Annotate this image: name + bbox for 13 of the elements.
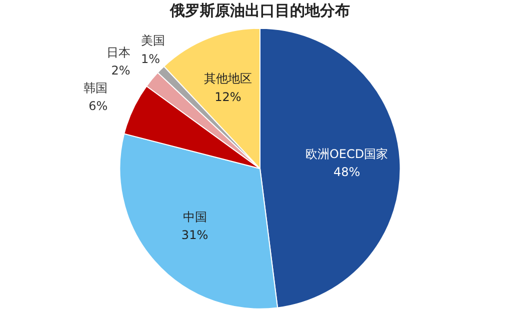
- slice-label: 韩国: [84, 80, 108, 95]
- slice-label: 中国: [182, 210, 207, 224]
- slice-label: 欧洲OECD国家: [305, 147, 388, 162]
- data-label: 48%: [333, 165, 360, 180]
- data-label: 6%: [88, 99, 108, 114]
- chart-title: 俄罗斯原油出口目的地分布: [169, 1, 350, 20]
- data-label: 12%: [214, 90, 242, 104]
- data-label: 2%: [111, 64, 130, 78]
- data-label: 31%: [181, 228, 208, 242]
- slice-label: 日本: [106, 45, 130, 60]
- slice-label: 美国: [140, 34, 165, 48]
- data-label: 1%: [140, 52, 160, 66]
- slice-label: 其他地区: [204, 72, 252, 86]
